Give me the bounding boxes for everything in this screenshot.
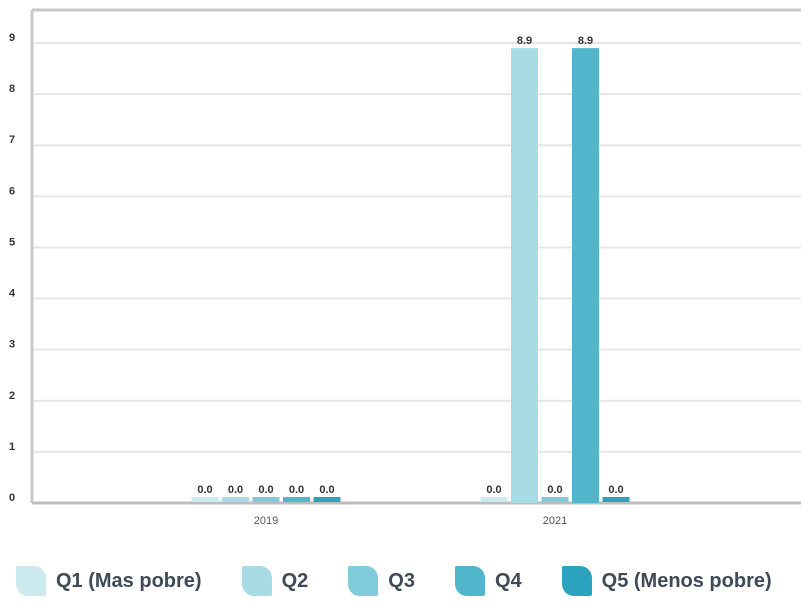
legend-swatch-q2	[241, 566, 272, 596]
y-tick-label-6: 6	[9, 185, 15, 197]
data-label-2021-q2: 8.9	[517, 35, 532, 47]
bar-2019-q4	[283, 497, 310, 502]
legend-item-q2: Q2	[241, 566, 309, 596]
bar-2021-q5	[602, 497, 630, 502]
y-tick-label-5: 5	[9, 236, 15, 248]
y-tick-label-2: 2	[9, 390, 15, 402]
data-label-2021-q5: 0.0	[608, 484, 623, 496]
legend-label-q1: Q1 (Mas pobre)	[56, 569, 202, 592]
legend-item-q1: Q1 (Mas pobre)	[16, 566, 202, 596]
legend-label-q4: Q4	[494, 569, 522, 592]
data-label-2019-q2: 0.0	[228, 484, 243, 496]
y-tick-label-7: 7	[9, 134, 15, 146]
y-tick-label-0: 0	[9, 492, 15, 504]
legend-label-q3: Q3	[388, 569, 415, 592]
bar-2021-q2	[511, 48, 538, 503]
data-label-2019-q3: 0.0	[258, 484, 273, 496]
data-label-2021-q3: 0.0	[547, 484, 562, 496]
bar-2021-q4	[572, 48, 599, 503]
y-tick-label-4: 4	[9, 288, 16, 300]
data-label-2019-q5: 0.0	[319, 484, 334, 496]
data-label-2021-q1: 0.0	[486, 484, 501, 496]
y-tick-label-3: 3	[9, 339, 15, 351]
x-tick-label-2019: 2019	[254, 515, 278, 527]
bar-2019-q5	[313, 497, 341, 502]
bar-2019-q1	[191, 497, 219, 502]
legend-swatch-q5	[561, 566, 592, 596]
legend-label-q2: Q2	[281, 569, 309, 592]
legend-item-q5: Q5 (Menos pobre)	[561, 566, 772, 596]
legend-swatch-q1	[16, 566, 46, 596]
data-label-2019-q1: 0.0	[197, 484, 212, 496]
y-tick-label-8: 8	[9, 83, 15, 95]
legend-item-q3: Q3	[348, 566, 415, 596]
data-label-2019-q4: 0.0	[289, 484, 304, 496]
y-tick-label-1: 1	[9, 441, 15, 453]
x-tick-label-2021: 2021	[543, 515, 567, 527]
bar-2021-q1	[480, 497, 508, 502]
legend: Q1 (Mas pobre) Q2 Q3 Q4 Q5 (Menos pobre)	[16, 566, 801, 596]
legend-swatch-q3	[348, 566, 379, 596]
y-tick-label-9: 9	[9, 32, 15, 44]
legend-swatch-q4	[454, 566, 485, 596]
legend-item-q4: Q4	[454, 566, 522, 596]
bar-2021-q3	[541, 497, 569, 502]
data-label-2021-q4: 8.9	[578, 35, 593, 47]
legend-label-q5: Q5 (Menos pobre)	[601, 569, 772, 592]
bar-2019-q2	[222, 497, 249, 502]
bar-2019-q3	[252, 497, 280, 502]
